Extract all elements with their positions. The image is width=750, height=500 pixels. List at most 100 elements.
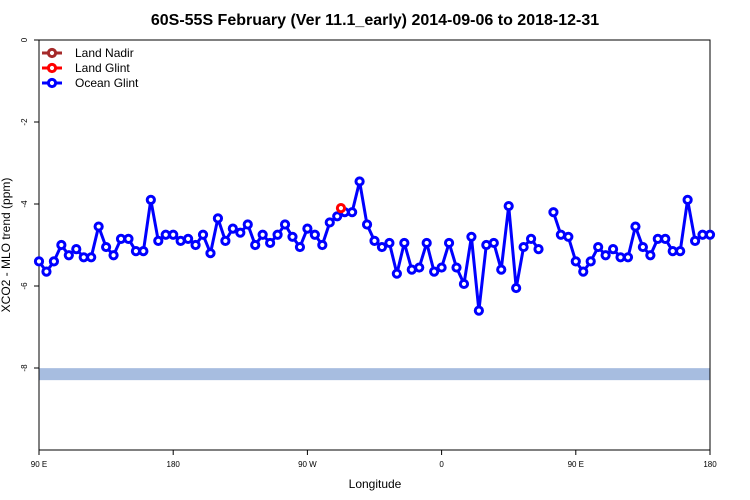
data-point (361, 219, 373, 230)
data-point (600, 250, 611, 261)
data-point (257, 229, 268, 240)
x-tick-label: 180 (167, 460, 181, 469)
data-point (391, 268, 402, 279)
legend-label: Land Nadir (75, 46, 134, 60)
data-point (332, 211, 343, 222)
axes: 90 E 180 90 W 0 90 E 180 0 -2 -4 -6 -8 (20, 37, 717, 469)
reference-band (39, 368, 710, 381)
plot-frame (38, 39, 711, 451)
data-point (451, 262, 462, 273)
data-point (354, 176, 365, 187)
legend-label: Land Glint (75, 61, 130, 75)
data-point (33, 256, 45, 267)
data-point (347, 207, 358, 218)
data-point (317, 239, 328, 251)
data-point (168, 229, 179, 240)
x-axis-label: Longitude (349, 477, 402, 491)
data-point (637, 241, 649, 253)
data-point (607, 244, 619, 255)
data-point (399, 237, 410, 249)
data-point (48, 256, 60, 267)
data-point (488, 237, 499, 249)
series-layer (33, 176, 716, 316)
data-point (242, 219, 253, 230)
series-ocean-glint (33, 176, 716, 316)
data-point (675, 246, 686, 257)
data-point (302, 223, 313, 234)
data-point (503, 200, 514, 212)
x-tick-label: 180 (703, 460, 717, 469)
data-point (704, 229, 716, 240)
data-point (682, 194, 693, 205)
data-point (41, 266, 52, 277)
chart-title: 60S-55S February (Ver 11.1_early) 2014-0… (151, 12, 599, 29)
x-tick-label: 90 E (31, 460, 47, 469)
legend-marker (46, 47, 58, 59)
data-point (212, 213, 224, 224)
data-point (689, 235, 701, 246)
data-point (443, 237, 455, 249)
x-tick-label: 90 E (568, 460, 584, 469)
data-point (548, 207, 559, 218)
data-point (227, 223, 238, 234)
data-point (101, 241, 112, 253)
x-tick-label: 0 (439, 460, 444, 469)
y-axis-label: XCO2 - MLO trend (ppm) (0, 178, 13, 313)
data-point (197, 229, 209, 240)
data-point (384, 237, 395, 249)
data-point (436, 262, 447, 273)
data-point (376, 241, 388, 253)
data-point (86, 252, 97, 263)
data-point (578, 266, 589, 277)
data-point (309, 229, 320, 240)
data-point (272, 229, 283, 240)
data-point (421, 237, 432, 249)
data-point (563, 231, 574, 242)
data-point (205, 248, 216, 259)
data-point (220, 235, 231, 246)
data-point (473, 305, 484, 316)
data-point (145, 194, 156, 205)
series-line (551, 198, 710, 274)
y-tick-label: -8 (20, 364, 29, 372)
data-point (93, 221, 104, 232)
data-point (496, 264, 507, 275)
data-point (56, 239, 67, 251)
data-point (71, 244, 82, 255)
data-point (570, 256, 581, 267)
data-point (585, 256, 596, 267)
y-tick-label: -6 (20, 282, 29, 290)
data-point (660, 233, 671, 244)
series-land-glint (335, 203, 347, 214)
data-point (183, 233, 194, 244)
data-point (335, 203, 347, 214)
y-tick-label: -2 (20, 118, 29, 126)
data-point (525, 233, 537, 244)
data-point (63, 250, 74, 261)
data-point (250, 239, 261, 251)
data-point (414, 262, 425, 273)
data-point (622, 252, 634, 263)
legend-marker (46, 77, 58, 89)
data-point (518, 241, 529, 253)
reference-band-layer (39, 368, 710, 381)
data-point (593, 241, 604, 253)
data-point (153, 235, 164, 246)
data-point (279, 219, 291, 230)
data-point (645, 250, 656, 261)
data-point (533, 244, 544, 255)
data-point (466, 231, 477, 242)
data-point (630, 221, 641, 232)
series-line (37, 180, 540, 313)
data-point (511, 282, 522, 294)
data-point (265, 237, 276, 249)
data-point (369, 235, 380, 246)
data-point (458, 278, 470, 290)
data-point (108, 250, 119, 261)
x-tick-label: 90 W (298, 460, 317, 469)
data-point (287, 231, 298, 242)
data-point (324, 217, 335, 228)
